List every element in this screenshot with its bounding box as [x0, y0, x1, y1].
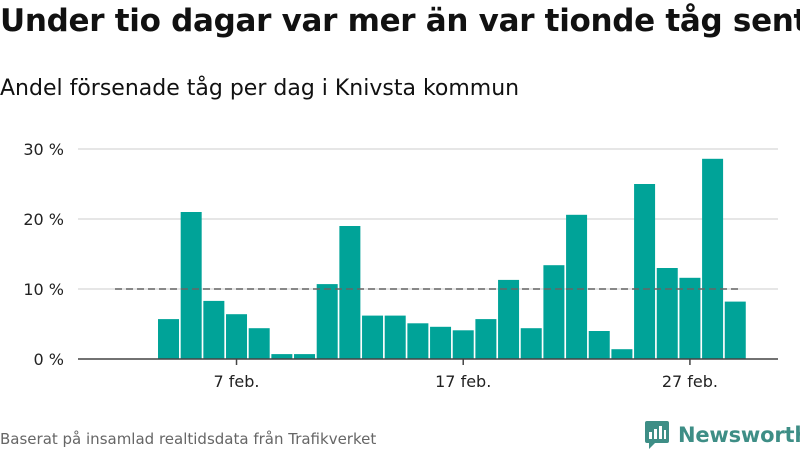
bar [430, 326, 452, 359]
bar [384, 315, 406, 359]
bar [679, 277, 701, 359]
bar [452, 330, 474, 359]
x-tick-label: 27 feb. [662, 372, 718, 391]
x-tick-label: 17 feb. [435, 372, 491, 391]
bar [362, 315, 384, 359]
newsworthy-logo: Newsworthy [644, 419, 800, 451]
bars [158, 158, 746, 359]
bar [339, 226, 361, 359]
bar [226, 314, 248, 359]
bar [566, 214, 588, 359]
bar [611, 349, 633, 359]
source-note: Baserat på insamlad realtidsdata från Tr… [0, 430, 377, 448]
y-tick-label: 30 % [23, 140, 64, 159]
bar [588, 331, 610, 359]
bar [248, 328, 270, 359]
bar [316, 284, 338, 359]
bar [656, 268, 678, 359]
bar [158, 319, 180, 359]
x-axis-ticks: 7 feb. 17 feb. 27 feb. [214, 359, 718, 391]
bar [407, 323, 429, 359]
bar [294, 354, 316, 359]
chart-title: Under tio dagar var mer än var tionde tå… [0, 3, 800, 39]
y-axis-ticks: 0 % 10 % 20 % 30 % [23, 140, 64, 369]
y-tick-label: 20 % [23, 210, 64, 229]
bar [271, 354, 293, 359]
x-tick-label: 7 feb. [214, 372, 260, 391]
chart-subtitle: Andel försenade tåg per dag i Knivsta ko… [0, 76, 520, 101]
bar [520, 328, 542, 359]
bar [498, 279, 520, 359]
bar [475, 319, 497, 359]
bar [543, 265, 565, 359]
newsworthy-chat-bars-icon [645, 421, 669, 449]
y-tick-label: 0 % [34, 350, 64, 369]
brand-name: Newsworthy [678, 423, 800, 447]
bar [724, 301, 746, 359]
bar [702, 158, 724, 359]
bar [634, 184, 656, 359]
bar [180, 212, 202, 359]
y-tick-label: 10 % [23, 280, 64, 299]
bar [203, 300, 225, 359]
